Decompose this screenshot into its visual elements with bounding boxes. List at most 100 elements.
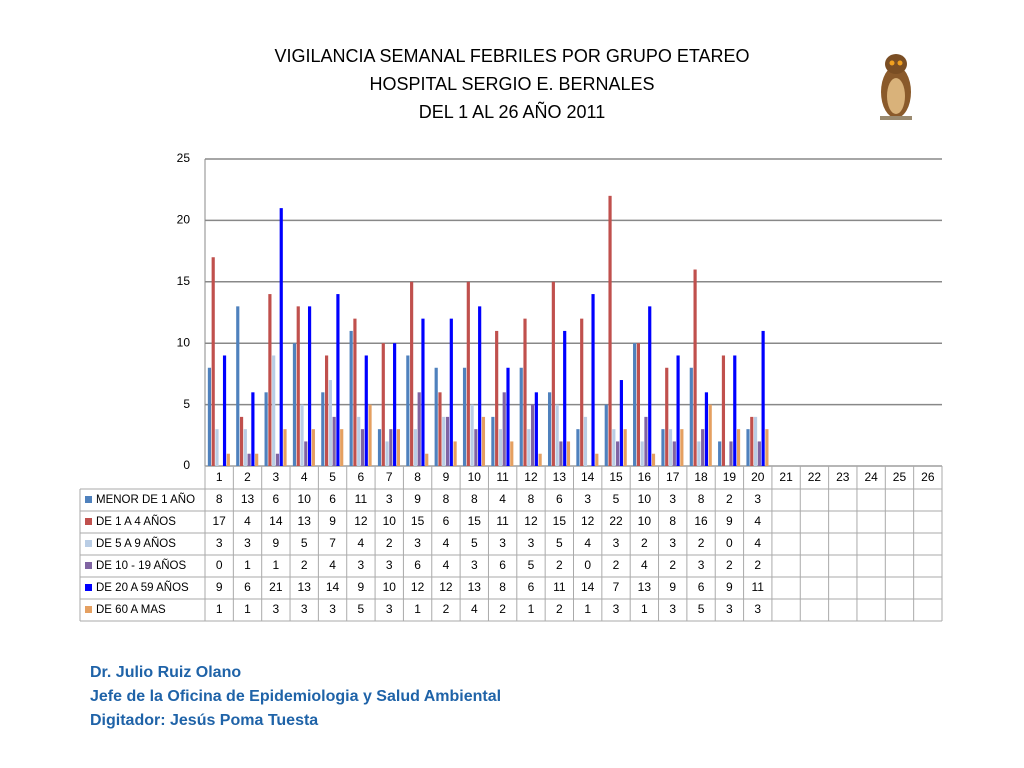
- table-value: 4: [358, 536, 365, 550]
- bar: [644, 416, 648, 466]
- bar: [222, 355, 227, 466]
- x-tick-label: 8: [414, 470, 421, 484]
- table-value: 3: [414, 536, 421, 550]
- bar: [623, 429, 627, 466]
- bar: [413, 429, 417, 466]
- table-value: 2: [726, 492, 733, 506]
- table-value: 9: [414, 492, 421, 506]
- x-tick-label: 17: [666, 470, 680, 484]
- table-value: 5: [471, 536, 478, 550]
- table-value: 3: [216, 536, 223, 550]
- table-value: 12: [354, 514, 368, 528]
- bar: [559, 441, 563, 466]
- footer-text: Dr. Julio Ruiz Olano: [90, 664, 241, 681]
- bar: [765, 429, 769, 466]
- bar: [275, 453, 280, 466]
- table-value: 4: [443, 536, 450, 550]
- table-value: 12: [581, 514, 595, 528]
- bar: [701, 429, 705, 466]
- table-value: 3: [386, 492, 393, 506]
- bar: [750, 416, 754, 466]
- bar: [693, 269, 697, 466]
- table-value: 3: [613, 602, 620, 616]
- x-tick-label: 5: [329, 470, 336, 484]
- bar: [215, 429, 219, 466]
- x-tick-label: 6: [358, 470, 365, 484]
- x-tick-label: 21: [779, 470, 793, 484]
- bar: [349, 330, 353, 466]
- bar: [534, 392, 538, 466]
- table-value: 5: [556, 536, 563, 550]
- table-value: 0: [726, 536, 733, 550]
- y-tick-label: 5: [183, 397, 190, 411]
- bar: [736, 429, 741, 466]
- table-value: 9: [329, 514, 336, 528]
- bar: [551, 281, 555, 466]
- y-tick-label: 25: [177, 151, 191, 165]
- table-value: 8: [471, 492, 478, 506]
- chart-title: DEL 1 AL 26 AÑO 2011: [419, 101, 605, 122]
- table-value: 4: [471, 602, 478, 616]
- table-value: 17: [212, 514, 226, 528]
- owl-icon: [880, 54, 912, 120]
- bar: [591, 294, 595, 466]
- table-value: 3: [329, 602, 336, 616]
- bar: [434, 367, 438, 466]
- table-value: 3: [528, 536, 535, 550]
- table-value: 3: [669, 602, 676, 616]
- table-value: 3: [726, 602, 733, 616]
- table-value: 10: [383, 514, 397, 528]
- bar: [279, 208, 283, 466]
- table-value: 13: [468, 580, 482, 594]
- bar: [296, 306, 300, 466]
- table-value: 1: [273, 558, 280, 572]
- x-tick-label: 24: [864, 470, 878, 484]
- x-tick-label: 18: [694, 470, 708, 484]
- bar: [519, 367, 523, 466]
- table-value: 1: [244, 558, 251, 572]
- bar: [324, 355, 329, 466]
- table-value: 8: [698, 492, 705, 506]
- bar: [272, 355, 276, 466]
- bar: [633, 343, 637, 466]
- bar: [445, 416, 450, 466]
- bar: [311, 429, 315, 466]
- table-value: 14: [326, 580, 340, 594]
- legend-swatch: [85, 518, 92, 525]
- table-value: 2: [301, 558, 308, 572]
- table-value: 3: [273, 602, 280, 616]
- bar: [651, 453, 656, 466]
- legend-swatch: [85, 606, 92, 613]
- table-value: 6: [698, 580, 705, 594]
- bar: [753, 416, 758, 466]
- y-tick-label: 0: [183, 458, 190, 472]
- table-value: 3: [471, 558, 478, 572]
- table-value: 5: [613, 492, 620, 506]
- table-value: 6: [528, 580, 535, 594]
- bar: [619, 380, 623, 466]
- table-value: 3: [584, 492, 591, 506]
- legend-swatch: [85, 562, 92, 569]
- bar: [360, 429, 365, 466]
- bar: [381, 343, 385, 466]
- table-value: 0: [584, 558, 591, 572]
- table-value: 8: [443, 492, 450, 506]
- bar: [417, 392, 421, 466]
- table-value: 4: [329, 558, 336, 572]
- bar: [389, 429, 393, 466]
- legend-swatch: [85, 496, 92, 503]
- x-tick-label: 10: [468, 470, 482, 484]
- bar: [555, 404, 559, 466]
- bar: [583, 416, 588, 466]
- bar: [757, 441, 761, 466]
- bar: [608, 195, 612, 466]
- table-value: 3: [386, 602, 393, 616]
- bar: [304, 441, 308, 466]
- table-value: 13: [638, 580, 652, 594]
- table-value: 13: [298, 514, 312, 528]
- table-value: 11: [752, 580, 765, 594]
- table-value: 5: [528, 558, 535, 572]
- table-value: 8: [528, 492, 535, 506]
- legend-label: DE 1 A 4 AÑOS: [96, 515, 176, 528]
